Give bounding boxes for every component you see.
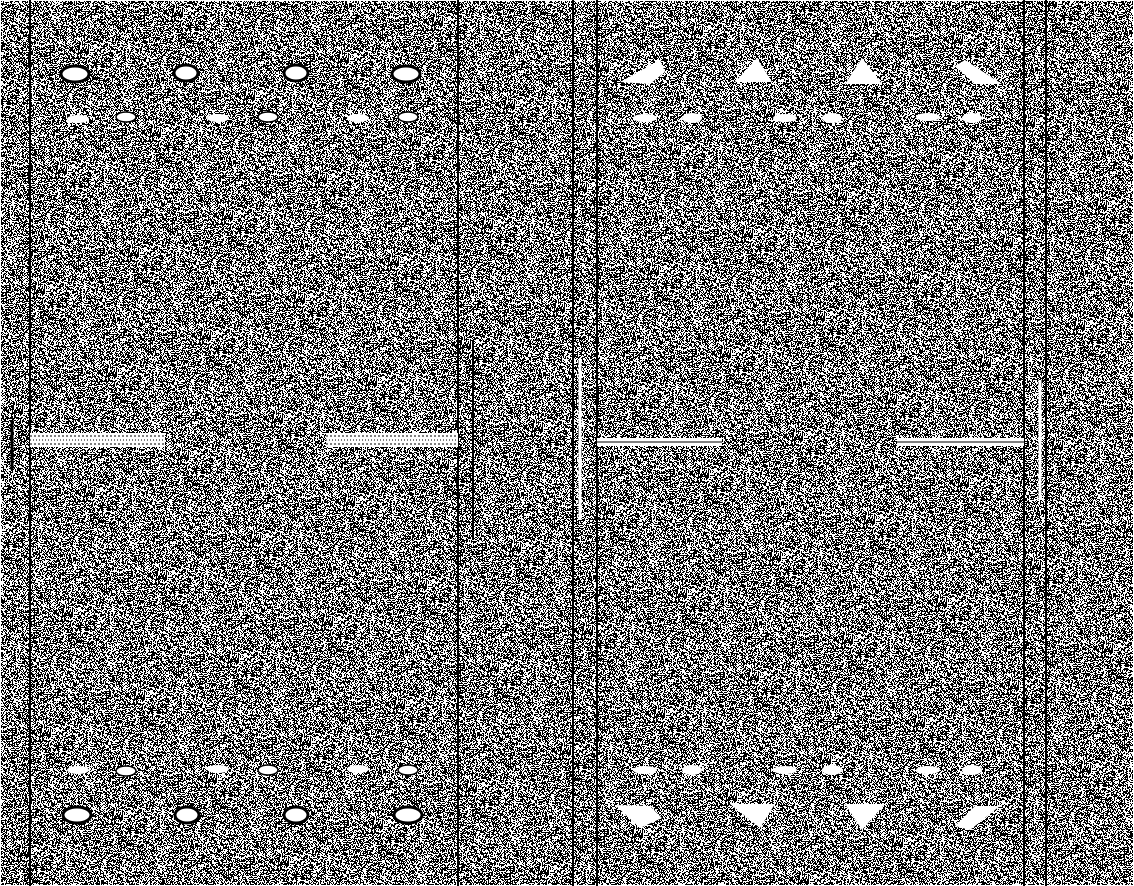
island	[822, 113, 842, 123]
island	[962, 765, 982, 775]
island	[282, 805, 310, 825]
island	[390, 64, 422, 84]
left-bottom-small-islands	[67, 764, 419, 777]
island	[115, 765, 137, 777]
island	[61, 805, 93, 825]
island	[916, 766, 940, 774]
island	[282, 63, 310, 83]
island	[773, 114, 797, 122]
island	[822, 765, 842, 775]
island	[67, 115, 89, 123]
island	[845, 58, 882, 84]
island	[397, 764, 419, 776]
island	[735, 58, 772, 82]
island	[955, 60, 1002, 84]
island	[207, 765, 229, 773]
island	[397, 111, 419, 123]
right-bottom-small-islands	[633, 765, 982, 775]
island	[347, 765, 369, 773]
right-middle-bands	[597, 438, 1024, 446]
island	[257, 111, 279, 123]
left-panel	[10, 0, 474, 886]
island	[392, 805, 424, 825]
right-top-small-islands	[633, 113, 982, 123]
island	[172, 63, 200, 83]
island	[257, 764, 279, 776]
left-top-small-islands	[67, 111, 419, 123]
right-panel	[572, 0, 1047, 886]
right-bottom-islands	[615, 804, 1000, 830]
island	[59, 64, 91, 84]
island	[682, 765, 702, 775]
left-top-islands	[59, 63, 422, 84]
island	[730, 804, 775, 828]
island	[620, 60, 665, 84]
island	[955, 806, 1000, 830]
island	[115, 111, 137, 123]
island	[633, 114, 657, 122]
island	[67, 766, 89, 774]
island	[682, 113, 702, 123]
island	[916, 113, 940, 121]
island	[633, 766, 657, 774]
right-top-islands	[620, 58, 1002, 84]
island	[347, 114, 369, 122]
island	[207, 114, 229, 122]
island	[173, 805, 201, 825]
left-middle-bands	[30, 433, 458, 447]
island	[845, 804, 885, 830]
island	[962, 113, 982, 123]
left-bottom-islands	[61, 805, 424, 825]
island	[773, 766, 797, 774]
island	[615, 805, 662, 828]
